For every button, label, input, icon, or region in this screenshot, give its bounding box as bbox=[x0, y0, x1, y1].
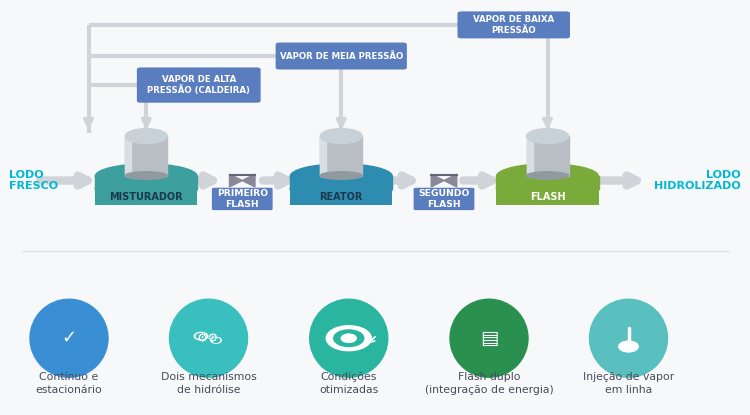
Text: FLASH: FLASH bbox=[530, 192, 566, 202]
Ellipse shape bbox=[310, 299, 388, 377]
Polygon shape bbox=[526, 136, 568, 176]
Text: PRIMEIRO
FLASH: PRIMEIRO FLASH bbox=[217, 189, 268, 209]
Ellipse shape bbox=[320, 172, 362, 179]
Circle shape bbox=[196, 334, 206, 339]
Ellipse shape bbox=[30, 299, 108, 377]
Polygon shape bbox=[320, 136, 326, 176]
FancyBboxPatch shape bbox=[136, 67, 261, 103]
Ellipse shape bbox=[290, 176, 392, 201]
Ellipse shape bbox=[125, 129, 167, 144]
FancyBboxPatch shape bbox=[95, 189, 197, 205]
Polygon shape bbox=[431, 174, 444, 187]
Text: REATOR: REATOR bbox=[320, 192, 363, 202]
Polygon shape bbox=[320, 136, 362, 176]
Polygon shape bbox=[444, 174, 457, 187]
Text: ⚙⚙: ⚙⚙ bbox=[197, 332, 220, 345]
Polygon shape bbox=[95, 176, 197, 189]
Ellipse shape bbox=[125, 172, 167, 179]
FancyBboxPatch shape bbox=[290, 189, 392, 205]
Ellipse shape bbox=[95, 164, 197, 189]
Polygon shape bbox=[230, 174, 242, 187]
Text: Condições
otimizadas: Condições otimizadas bbox=[320, 372, 378, 395]
Ellipse shape bbox=[290, 164, 392, 189]
Circle shape bbox=[334, 330, 364, 347]
FancyBboxPatch shape bbox=[414, 188, 474, 210]
Text: MISTURADOR: MISTURADOR bbox=[110, 192, 183, 202]
Text: ▤: ▤ bbox=[480, 329, 498, 348]
Ellipse shape bbox=[95, 176, 197, 201]
Polygon shape bbox=[496, 176, 598, 189]
FancyBboxPatch shape bbox=[458, 11, 570, 38]
Polygon shape bbox=[125, 136, 167, 176]
Ellipse shape bbox=[590, 299, 668, 377]
Circle shape bbox=[194, 332, 208, 340]
Ellipse shape bbox=[496, 164, 598, 189]
Circle shape bbox=[212, 338, 220, 342]
Text: Injeção de vapor
em linha: Injeção de vapor em linha bbox=[583, 372, 674, 395]
Text: Dois mecanismos
de hidrólise: Dois mecanismos de hidrólise bbox=[160, 372, 256, 395]
Ellipse shape bbox=[450, 299, 528, 377]
Ellipse shape bbox=[170, 299, 248, 377]
Ellipse shape bbox=[320, 129, 362, 144]
Circle shape bbox=[211, 337, 221, 343]
Text: VAPOR DE MEIA PRESSÃO: VAPOR DE MEIA PRESSÃO bbox=[280, 51, 403, 61]
Ellipse shape bbox=[526, 129, 568, 144]
FancyBboxPatch shape bbox=[496, 189, 598, 205]
Circle shape bbox=[341, 334, 356, 342]
Text: ✓: ✓ bbox=[62, 329, 76, 347]
FancyBboxPatch shape bbox=[276, 43, 406, 69]
Ellipse shape bbox=[526, 172, 568, 179]
Ellipse shape bbox=[496, 176, 598, 201]
Polygon shape bbox=[526, 136, 532, 176]
Text: LODO
HIDROLIZADO: LODO HIDROLIZADO bbox=[654, 170, 741, 191]
FancyBboxPatch shape bbox=[212, 188, 273, 210]
Polygon shape bbox=[242, 174, 255, 187]
Circle shape bbox=[619, 341, 638, 352]
Text: VAPOR DE ALTA
PRESSÃO (CALDEIRA): VAPOR DE ALTA PRESSÃO (CALDEIRA) bbox=[147, 75, 250, 95]
Circle shape bbox=[326, 326, 371, 351]
Text: SEGUNDO
FLASH: SEGUNDO FLASH bbox=[419, 189, 470, 209]
Polygon shape bbox=[125, 136, 131, 176]
Polygon shape bbox=[290, 176, 392, 189]
Text: LODO
FRESCO: LODO FRESCO bbox=[9, 170, 58, 191]
Text: VAPOR DE BAIXA
PRESSÃO: VAPOR DE BAIXA PRESSÃO bbox=[473, 15, 554, 34]
Text: Contínuo e
estacionário: Contínuo e estacionário bbox=[36, 372, 102, 395]
Text: Flash duplo
(integração de energia): Flash duplo (integração de energia) bbox=[424, 372, 554, 395]
